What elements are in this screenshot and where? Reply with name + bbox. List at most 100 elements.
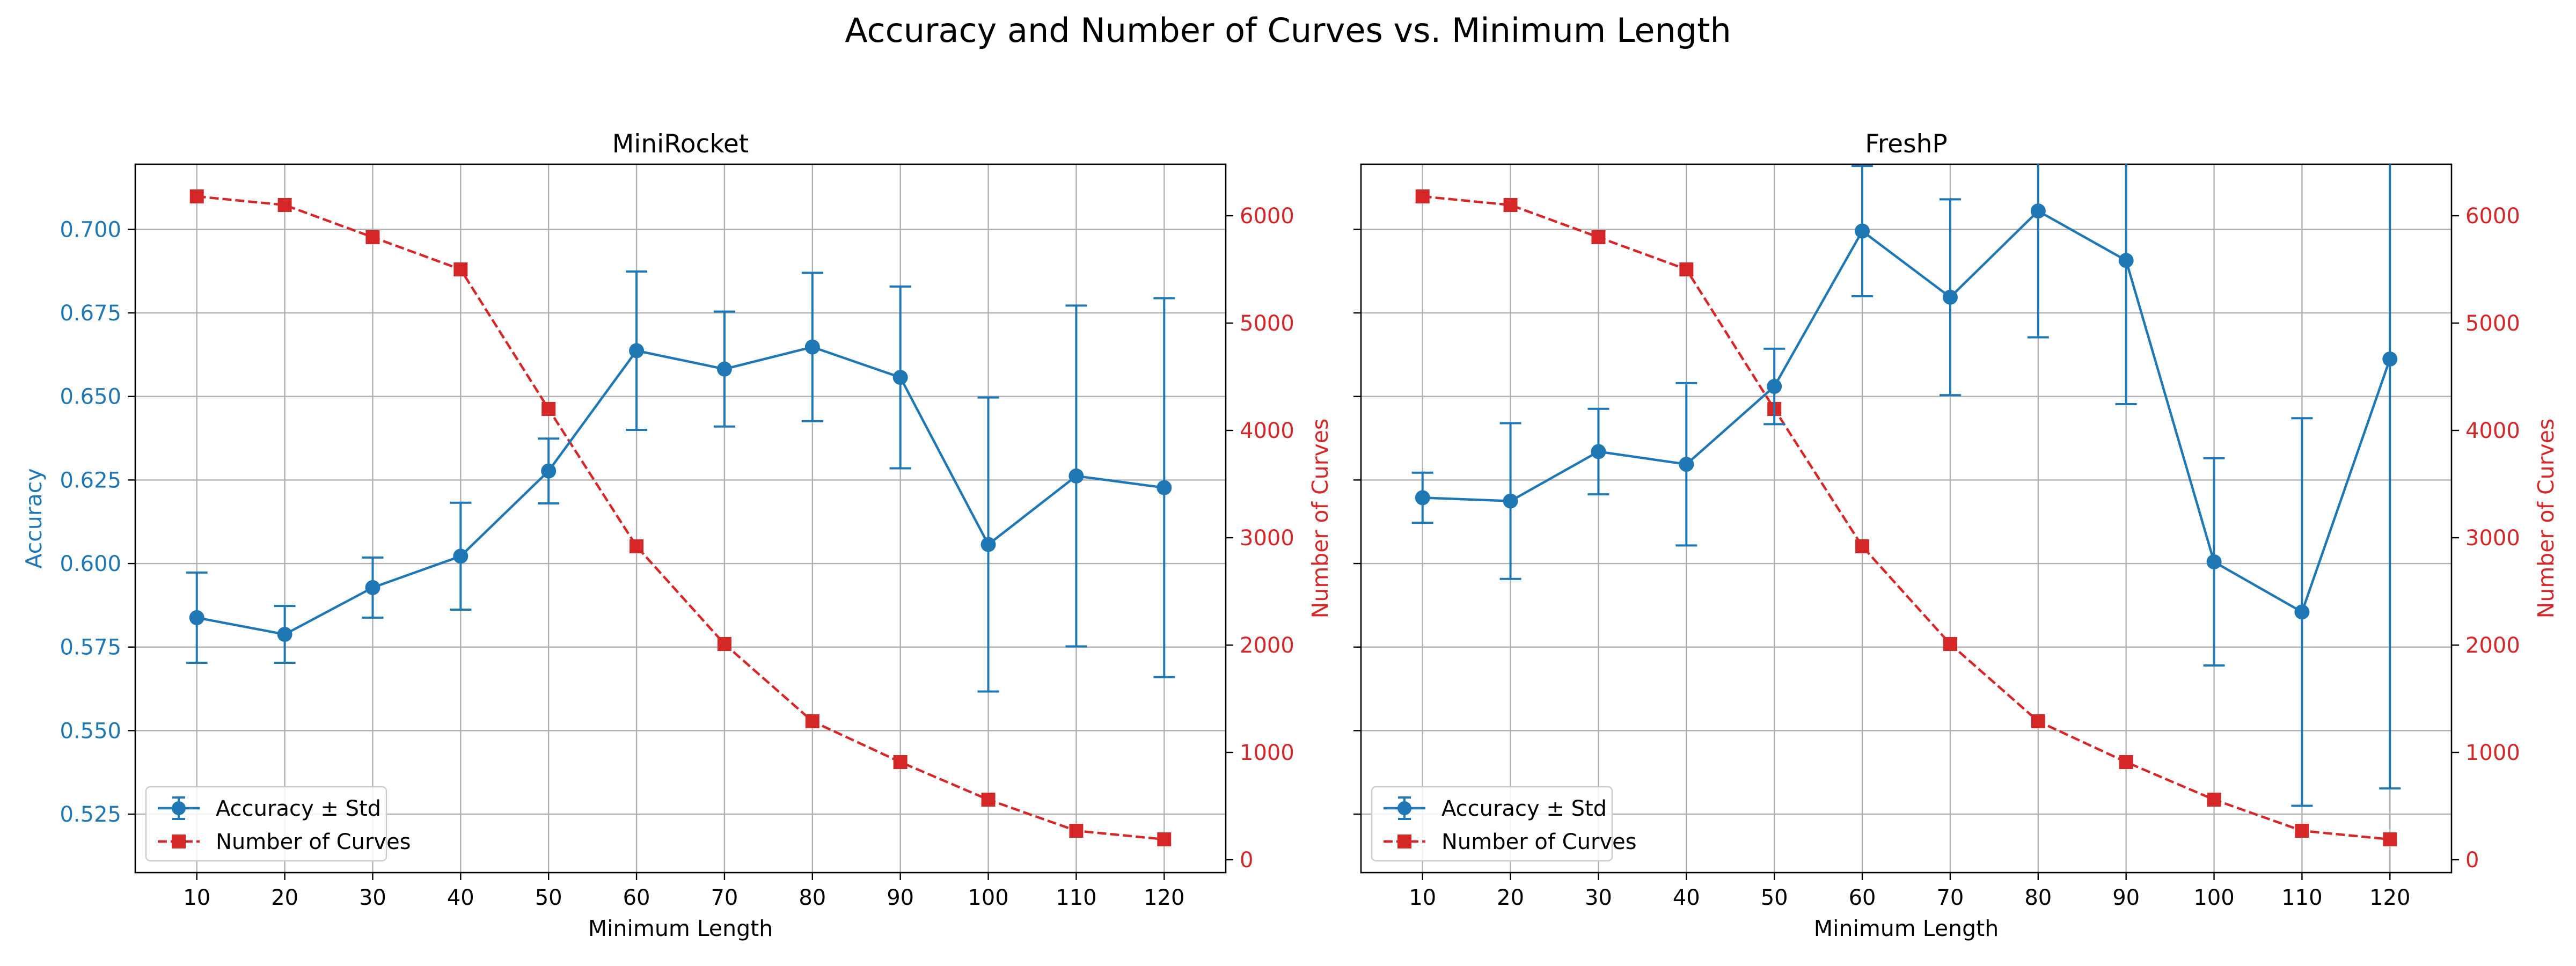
accuracy-point	[716, 361, 732, 377]
data-layer	[186, 189, 1175, 846]
x-tick-label: 20	[1497, 885, 1524, 910]
y-right-tick-label: 3000	[2465, 526, 2520, 551]
x-tick-label: 90	[887, 885, 914, 910]
x-axis-label: Minimum Length	[1814, 916, 1999, 941]
curves-series-line	[196, 195, 1165, 841]
curves-point	[1679, 262, 1694, 276]
grid	[1361, 164, 2451, 873]
legend-accuracy-label: Accuracy ± Std	[1441, 796, 1607, 821]
curves-point	[365, 230, 380, 244]
x-tick-label: 110	[1056, 885, 1096, 910]
legend-box	[145, 786, 387, 862]
x-tick-label: 110	[2281, 885, 2322, 910]
accuracy-point	[189, 610, 204, 625]
x-tick-label: 50	[1761, 885, 1788, 910]
y-right-tick-label: 0	[1240, 848, 1253, 873]
y-left-tick-label: 0.700	[60, 217, 121, 242]
accuracy-point	[1679, 457, 1694, 472]
y-left-tick-label: 0.550	[60, 719, 121, 743]
legend-curves-label: Number of Curves	[216, 830, 411, 854]
y-right-tick-label: 1000	[1240, 741, 1294, 765]
x-tick-label: 100	[968, 885, 1008, 910]
accuracy-point	[804, 339, 820, 355]
legend-curves-label: Number of Curves	[1441, 830, 1637, 854]
accuracy-point	[453, 548, 469, 564]
curves-point	[2031, 714, 2045, 728]
accuracy-series-line	[196, 346, 1165, 636]
x-tick-label: 100	[2193, 885, 2234, 910]
accuracy-point	[1069, 468, 1084, 484]
y-right-tick-label: 2000	[1240, 633, 1294, 658]
x-tick-label: 90	[2112, 885, 2140, 910]
legend-curves-marker	[172, 835, 186, 848]
accuracy-series-line	[1422, 209, 2391, 614]
accuracy-point	[1942, 289, 1958, 305]
plot-frame	[134, 163, 1227, 874]
accuracy-point	[365, 580, 380, 595]
curves-point	[1943, 637, 1957, 651]
y-right-axis-label: Number of Curves	[1307, 419, 1333, 619]
y-left-tick-label: 0.650	[60, 385, 121, 409]
x-tick-label: 30	[359, 885, 386, 910]
y-left-axis-label: Accuracy	[21, 468, 47, 568]
legend: Accuracy ± Std Number of Curves	[145, 786, 411, 862]
curves-point	[1503, 198, 1518, 212]
y-right-tick-label: 4000	[1240, 419, 1294, 443]
panel-freshp: 10 20 30 40 50 60 70 80 90 100 110 120 0 1000 2000 3000…	[1353, 129, 2559, 941]
y-right-tick-label: 1000	[2465, 741, 2520, 765]
accuracy-point	[1503, 493, 1518, 509]
x-tick-label: 40	[447, 885, 474, 910]
y-right-tick-label: 3000	[1240, 526, 1294, 551]
y-right-tick-label: 4000	[2465, 419, 2520, 443]
accuracy-point	[1855, 223, 1870, 239]
figure-title: Accuracy and Number of Curves vs. Minimu…	[845, 11, 1731, 50]
curves-point	[981, 793, 996, 807]
accuracy-error-bar	[2379, 164, 2401, 790]
x-tick-label: 50	[535, 885, 562, 910]
accuracy-point	[541, 463, 557, 479]
accuracy-point	[1415, 490, 1430, 506]
legend-accuracy-marker	[1397, 801, 1411, 815]
legend-accuracy-marker	[172, 801, 186, 815]
legend-accuracy-label: Accuracy ± Std	[216, 796, 381, 821]
curves-point	[2295, 824, 2309, 838]
curves-point	[805, 714, 819, 728]
legend: Accuracy ± Std Number of Curves	[1371, 786, 1637, 862]
panel-title: FreshP	[1865, 129, 1947, 159]
curves-point	[1157, 832, 1172, 846]
y-right-tick-label: 5000	[1240, 311, 1294, 336]
y-right-tick-label: 5000	[2465, 311, 2520, 336]
grid	[135, 164, 1226, 873]
curves-point	[2383, 832, 2397, 846]
x-tick-label: 80	[2024, 885, 2052, 910]
x-tick-label: 10	[183, 885, 210, 910]
y-right-tick-label: 2000	[2465, 633, 2520, 658]
curves-point	[189, 189, 204, 203]
x-tick-label: 30	[1585, 885, 1612, 910]
x-tick-label: 120	[1144, 885, 1184, 910]
curves-series-line	[1422, 195, 2390, 841]
accuracy-point	[1767, 379, 1782, 394]
curves-point	[277, 198, 292, 212]
y-right-tick-label: 6000	[2465, 204, 2520, 229]
x-tick-label: 70	[1936, 885, 1964, 910]
curves-point	[1415, 189, 1430, 203]
curves-point	[1069, 824, 1084, 838]
curves-point	[1855, 539, 1870, 553]
x-tick-label: 70	[711, 885, 738, 910]
y-left-tick-label: 0.600	[60, 552, 121, 576]
x-tick-label: 60	[623, 885, 650, 910]
x-tick-label: 120	[2369, 885, 2410, 910]
y-left-tick-label: 0.625	[60, 468, 121, 493]
y-right-tick-label: 6000	[1240, 204, 1294, 229]
curves-point	[893, 755, 908, 769]
y-right-axis-label: Number of Curves	[2533, 419, 2559, 619]
legend-box	[1371, 786, 1613, 862]
curves-point	[1591, 230, 1606, 244]
plot-frame	[1360, 163, 2453, 874]
accuracy-point	[892, 370, 908, 385]
x-tick-label: 80	[799, 885, 826, 910]
curves-point	[541, 402, 556, 416]
x-tick-label: 10	[1409, 885, 1436, 910]
accuracy-point	[2118, 253, 2134, 268]
